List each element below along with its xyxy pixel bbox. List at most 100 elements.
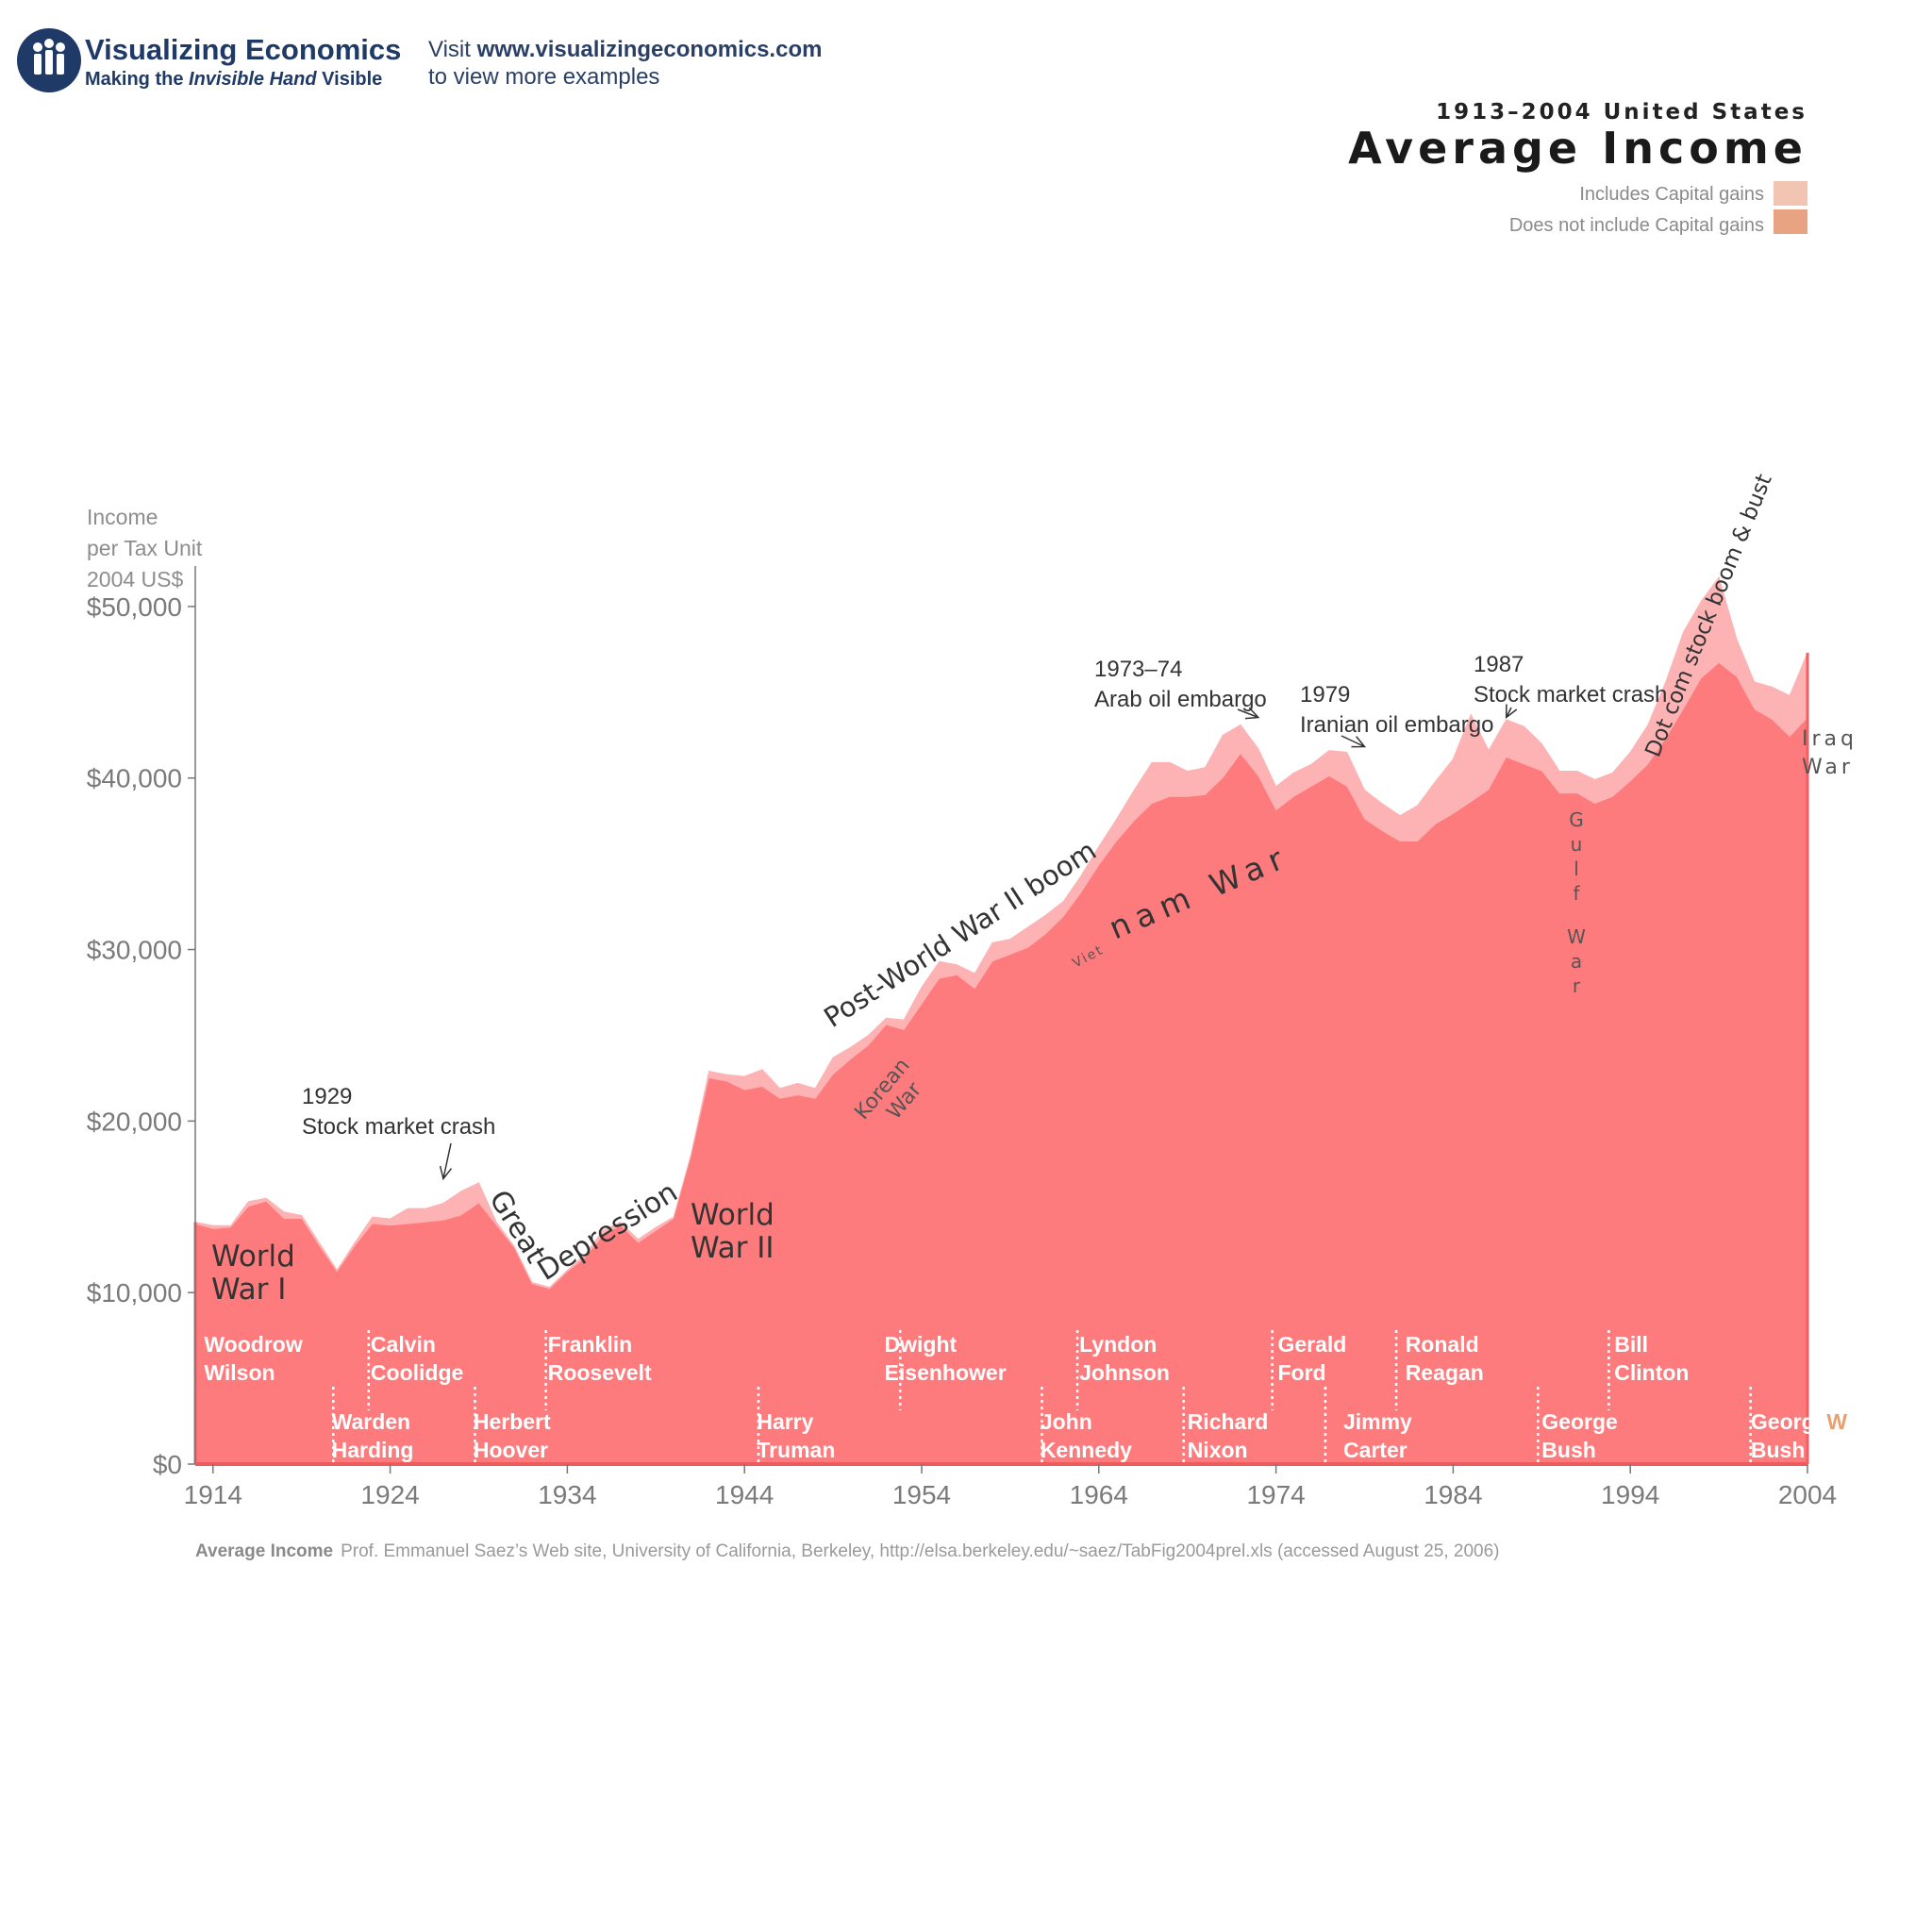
president-name-line: Roosevelt [548, 1360, 652, 1385]
president-label: Richard Nixon [1182, 1387, 1269, 1464]
visit-line-2: to view more examples [428, 64, 659, 90]
event-1973: 1973–74 Arab oil embargo [1094, 657, 1267, 720]
x-tick-label: 1944 [715, 1480, 774, 1509]
event-1929-label: Stock market crash [302, 1114, 495, 1140]
president-name-line: Calvin [371, 1332, 436, 1357]
era-iraq-line-1: Iraq [1802, 727, 1857, 751]
event-1987-year: 1987 [1474, 652, 1524, 677]
president-name-line: Truman [757, 1438, 835, 1462]
x-tick-label: 1984 [1424, 1480, 1482, 1509]
people-figures [33, 39, 65, 75]
era-ww2: World War II [691, 1198, 774, 1265]
era-gulf-letter: l [1574, 858, 1579, 880]
era-iraq-line-2: War [1802, 756, 1854, 779]
era-gulf-war: G u l f W a r [1567, 808, 1586, 997]
era-gulf-letter: W [1567, 925, 1586, 948]
event-1987: 1987 Stock market crash [1474, 652, 1667, 720]
x-tick-label: 1954 [892, 1480, 951, 1509]
president-name-line: GeorgeW [1751, 1409, 1848, 1434]
x-tick-label: 1974 [1246, 1480, 1305, 1509]
president-label: GeorgeW Bush [1749, 1387, 1848, 1464]
legend-label-with-gains: Includes Capital gains [1579, 184, 1764, 205]
y-axis-label-line-1: Income [87, 505, 158, 529]
president-name-line: Bush [1541, 1438, 1596, 1462]
area-without-capital-gains [195, 662, 1807, 1464]
president-name-line: Bill [1614, 1332, 1648, 1357]
president-name-line: Harding [332, 1438, 414, 1462]
era-ww1-line-2: War I [211, 1273, 286, 1307]
event-1929-arrow [439, 1142, 453, 1181]
era-ww1-line-1: World [211, 1240, 295, 1274]
president-label: Lyndon Johnson [1075, 1330, 1170, 1410]
brand-logo[interactable] [17, 28, 81, 92]
event-1979-arrow [1341, 735, 1367, 748]
event-1979-label: Iranian oil embargo [1300, 712, 1493, 738]
president-name-line: Woodrow [204, 1332, 302, 1357]
president-label: George Bush [1537, 1387, 1618, 1464]
era-gulf-letter: a [1571, 950, 1582, 973]
president-name-line: Wilson [204, 1360, 275, 1385]
president-label: Calvin Coolidge [367, 1330, 463, 1410]
y-tick-label: $40,000 [87, 764, 182, 793]
brand-tagline: Making the Invisible Hand Visible [85, 69, 382, 90]
visit-line-1: Visit www.visualizingeconomics.com [428, 37, 822, 62]
y-axis-label-line-2: per Tax Unit [87, 536, 203, 560]
president-name-line: Gerald [1277, 1332, 1346, 1357]
president-name-line: Dwight [885, 1332, 958, 1357]
president-label: Gerald Ford [1271, 1330, 1346, 1410]
brand-name: Visualizing Economics [85, 33, 401, 66]
y-tick-label: $0 [153, 1450, 182, 1479]
event-1979-year: 1979 [1300, 682, 1350, 708]
president-name-line: Carter [1343, 1438, 1407, 1462]
president-name-line: Franklin [548, 1332, 632, 1357]
president-name-line: Bush [1751, 1438, 1806, 1462]
era-ww2-line-2: War II [691, 1231, 774, 1265]
president-name-line: John [1041, 1409, 1092, 1434]
y-tick-label: $10,000 [87, 1278, 182, 1307]
source-note: Average Income Prof. Emmanuel Saez’s Web … [195, 1541, 1500, 1561]
president-label: Herbert Hoover [474, 1387, 551, 1464]
event-1979: 1979 Iranian oil embargo [1300, 682, 1493, 748]
y-tick-label: $20,000 [87, 1107, 182, 1136]
x-tick-label: 1994 [1601, 1480, 1659, 1509]
legend-swatch-without-gains [1774, 209, 1807, 234]
president-label: Warden Harding [332, 1387, 414, 1464]
president-name-line: Clinton [1614, 1360, 1689, 1385]
event-1929-year: 1929 [302, 1084, 352, 1109]
event-1987-label: Stock market crash [1474, 682, 1667, 708]
president-name-line: Jimmy [1343, 1409, 1412, 1434]
president-name-line: Richard [1188, 1409, 1269, 1434]
chart-title: Average Income [1348, 123, 1807, 174]
x-tick-label: 2004 [1778, 1480, 1837, 1509]
president-name-line: Coolidge [371, 1360, 463, 1385]
event-1973-arrow [1237, 707, 1260, 720]
president-label: Harry Truman [757, 1387, 835, 1464]
president-name-line: Herbert [474, 1409, 551, 1434]
president-name-line: Reagan [1406, 1360, 1484, 1385]
event-1973-year: 1973–74 [1094, 657, 1182, 682]
y-axis-label: Income per Tax Unit 2004 US$ [87, 505, 203, 591]
x-tick-label: 1964 [1070, 1480, 1128, 1509]
president-name-line: Nixon [1188, 1438, 1248, 1462]
event-1929: 1929 Stock market crash [302, 1084, 495, 1181]
x-tick-label: 1914 [184, 1480, 242, 1509]
president-name-line: Ford [1277, 1360, 1325, 1385]
event-1973-label: Arab oil embargo [1094, 687, 1267, 712]
legend: Includes Capital gains Does not include … [1509, 181, 1807, 236]
event-1987-arrow [1505, 704, 1518, 720]
y-axis-label-line-3: 2004 US$ [87, 567, 184, 591]
president-name-line: George [1541, 1409, 1618, 1434]
era-ww1: World War I [211, 1240, 295, 1307]
president-label: Franklin Roosevelt [544, 1330, 652, 1410]
president-label: John Kennedy [1041, 1387, 1132, 1464]
president-name-line: Harry [757, 1409, 813, 1434]
president-name-line: Johnson [1079, 1360, 1170, 1385]
president-labels: Woodrow Wilson Warden Harding Calvin Coolidge… [204, 1330, 1847, 1464]
era-ww2-line-1: World [691, 1198, 774, 1232]
era-gulf-letter: r [1573, 974, 1581, 997]
visit-url[interactable]: www.visualizingeconomics.com [476, 37, 823, 62]
president-name-line: Eisenhower [885, 1360, 1007, 1385]
x-axis-ticks: 1914 1924 1934 1944 1954 1964 1974 1984 1994 2004 [184, 1464, 1837, 1509]
era-gulf-letter: u [1571, 833, 1583, 856]
